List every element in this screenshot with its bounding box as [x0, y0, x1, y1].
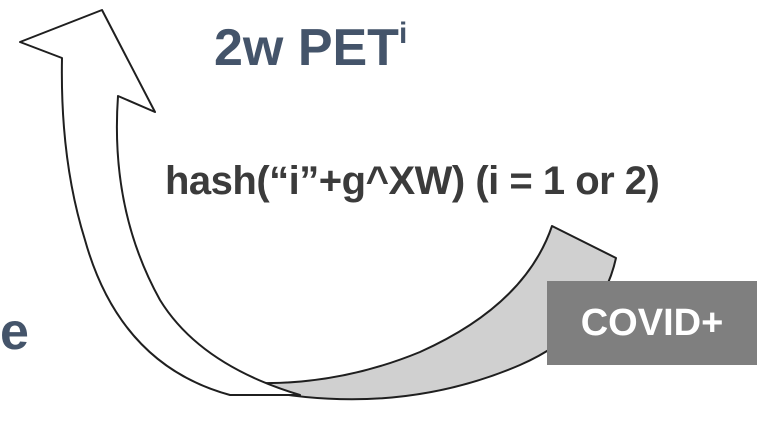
- covid-positive-badge: COVID+: [547, 281, 757, 365]
- hash-formula: hash(“i”+g^XW) (i = 1 or 2): [165, 159, 660, 203]
- title-superscript: i: [398, 16, 408, 50]
- white-curved-arrow: [19, 9, 301, 396]
- gray-curved-band: [214, 225, 617, 401]
- badge-label: COVID+: [580, 301, 724, 344]
- cropped-edge-text: e: [0, 303, 29, 361]
- diagram-title: 2w PETi: [214, 18, 407, 77]
- title-main: 2w PET: [214, 19, 399, 77]
